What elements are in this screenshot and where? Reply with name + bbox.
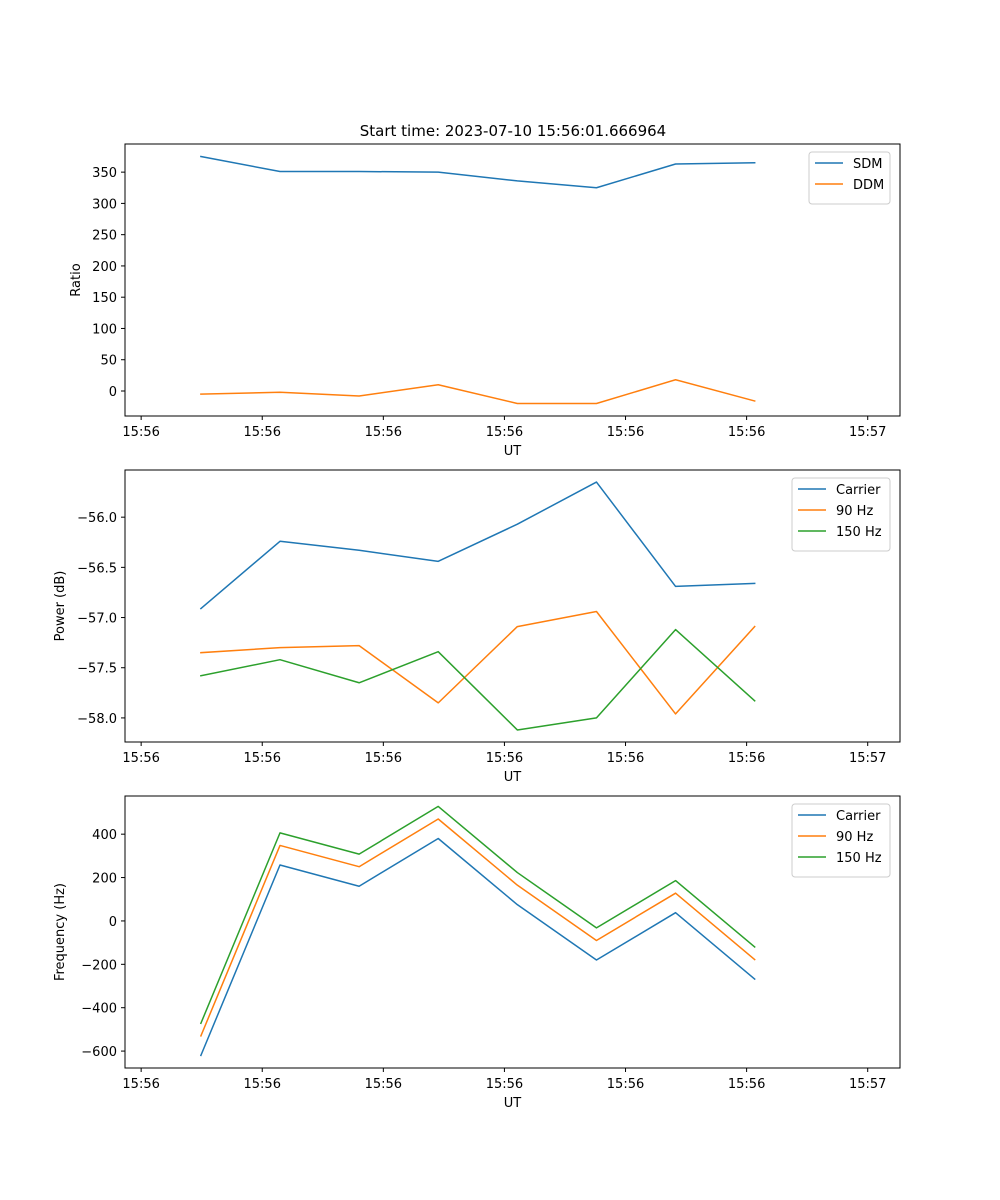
frequency-legend-box — [791, 803, 891, 878]
ratio-legend-box — [808, 151, 891, 205]
power-y-tick-label: −57.0 — [77, 612, 117, 627]
power-x-tick-label: 15:56 — [728, 751, 765, 766]
power-y-tick-label: −56.5 — [77, 561, 117, 576]
subplots-layer: 15:56 15:56 15:56 15:56 15:56 15:56 15:57 0 50 10… — [53, 143, 901, 1111]
power-legend-label: Carrier — [836, 483, 881, 498]
frequency-y-tick-label: −200 — [81, 958, 117, 973]
ratio-legend-label: SDM — [853, 157, 882, 172]
frequency-series-carrier — [199, 837, 756, 1057]
ratio-x-tick-label: 15:56 — [607, 425, 644, 440]
ratio-axes-frame — [124, 143, 901, 417]
frequency-series-150-hz — [199, 805, 756, 1025]
frequency-legend-label: 150 Hz — [836, 851, 882, 866]
frequency-x-tick-label: 15:56 — [486, 1077, 523, 1092]
frequency-x-tick-label: 15:56 — [607, 1077, 644, 1092]
frequency-y-tick-label: −600 — [81, 1045, 117, 1060]
power-x-axis-label: UT — [504, 770, 522, 785]
ratio-y-tick-label: 50 — [100, 354, 117, 369]
power-legend: Carrier 90 Hz 150 Hz — [791, 477, 891, 552]
frequency-axes-frame — [124, 795, 901, 1069]
power-x-tick-label: 15:57 — [849, 751, 886, 766]
frequency-y-tick-label: −400 — [81, 1002, 117, 1017]
ratio-series-ddm — [200, 378, 756, 405]
power-x-tick-label: 15:56 — [486, 751, 523, 766]
ratio-x-tick-label: 15:56 — [728, 425, 765, 440]
frequency-legend-label: Carrier — [836, 809, 881, 824]
power-x-tick-label: 15:56 — [365, 751, 402, 766]
ratio-x-axis-label: UT — [504, 444, 522, 459]
frequency-legend: Carrier 90 Hz 150 Hz — [791, 803, 891, 878]
frequency-y-tick-label: 200 — [92, 872, 117, 887]
subplot-power: 15:56 15:56 15:56 15:56 15:56 15:56 15:57 −58.0… — [53, 469, 901, 785]
frequency-x-tick-label: 15:56 — [122, 1077, 159, 1092]
frequency-y-axis-label: Frequency (Hz) — [53, 883, 68, 981]
ratio-legend-label: DDM — [853, 178, 884, 193]
power-y-tick-label: −58.0 — [77, 712, 117, 727]
power-x-tick-label: 15:56 — [244, 751, 281, 766]
ratio-x-tick-label: 15:57 — [849, 425, 886, 440]
power-x-tick-label: 15:56 — [607, 751, 644, 766]
power-x-tick-label: 15:56 — [122, 751, 159, 766]
power-legend-label: 150 Hz — [836, 525, 882, 540]
power-legend-box — [791, 477, 891, 552]
ratio-y-tick-label: 300 — [92, 197, 117, 212]
power-legend-label: 90 Hz — [836, 504, 873, 519]
ratio-y-tick-label: 150 — [92, 291, 117, 306]
frequency-legend-label: 90 Hz — [836, 830, 873, 845]
chart-title: Start time: 2023-07-10 15:56:01.666964 — [360, 122, 666, 140]
ratio-x-tick-label: 15:56 — [122, 425, 159, 440]
ratio-x-tick-label: 15:56 — [486, 425, 523, 440]
frequency-x-tick-label: 15:57 — [849, 1077, 886, 1092]
frequency-series-90-hz — [199, 818, 756, 1037]
ratio-y-tick-label: 100 — [92, 322, 117, 337]
ratio-y-tick-label: 200 — [92, 260, 117, 275]
ratio-y-tick-label: 250 — [92, 229, 117, 244]
ratio-x-tick-label: 15:56 — [244, 425, 281, 440]
power-y-tick-label: −57.5 — [77, 662, 117, 677]
frequency-x-tick-label: 15:56 — [728, 1077, 765, 1092]
frequency-y-tick-label: 400 — [92, 828, 117, 843]
power-series-carrier — [199, 481, 756, 610]
ratio-x-tick-label: 15:56 — [365, 425, 402, 440]
subplot-ratio: 15:56 15:56 15:56 15:56 15:56 15:56 15:57 0 50 10… — [69, 143, 901, 459]
frequency-x-axis-label: UT — [504, 1096, 522, 1111]
ratio-y-tick-label: 0 — [109, 385, 117, 400]
frequency-x-tick-label: 15:56 — [365, 1077, 402, 1092]
frequency-y-tick-label: 0 — [109, 915, 117, 930]
power-series-90-hz — [200, 610, 756, 715]
power-series-150-hz — [200, 628, 756, 731]
power-y-axis-label: Power (dB) — [53, 571, 68, 642]
ratio-y-tick-label: 350 — [92, 166, 117, 181]
frequency-x-tick-label: 15:56 — [244, 1077, 281, 1092]
ratio-series-sdm — [200, 155, 756, 189]
ratio-y-axis-label: Ratio — [69, 263, 84, 296]
power-y-tick-label: −56.0 — [77, 511, 117, 526]
ratio-legend: SDM DDM — [808, 151, 891, 205]
subplot-frequency: 15:56 15:56 15:56 15:56 15:56 15:56 15:57 −600 −… — [53, 795, 901, 1111]
power-axes-frame — [124, 469, 901, 743]
